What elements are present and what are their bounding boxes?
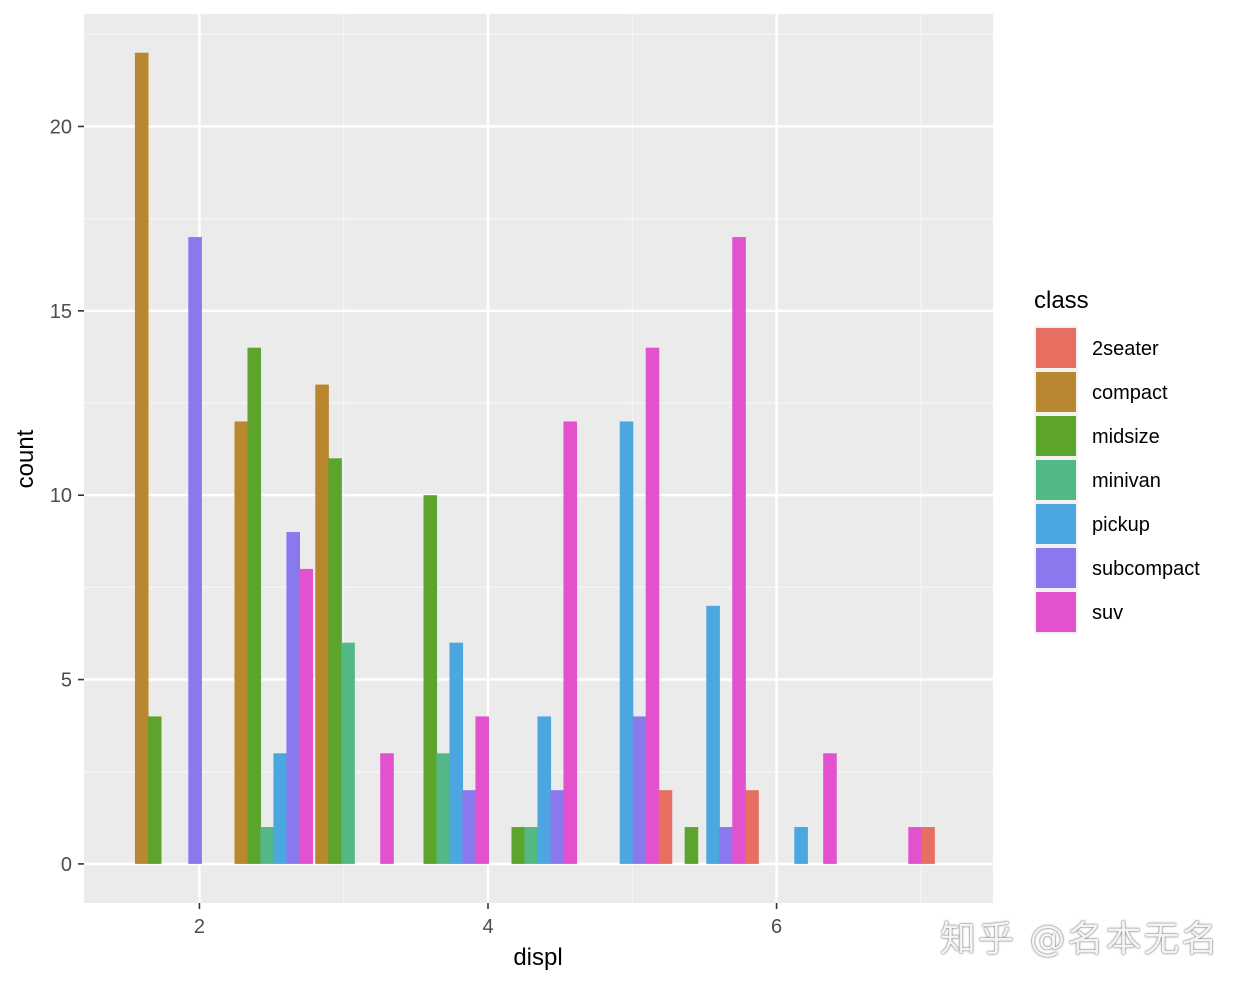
bar-suv [475, 716, 490, 864]
legend-key-subcompact [1036, 548, 1076, 588]
legend: class 2seater compact midsize minivan pickup… [1034, 287, 1200, 634]
legend-label-minivan: minivan [1092, 470, 1161, 492]
bar-compact [134, 52, 149, 864]
bar-suv [823, 753, 837, 864]
bar-pickup [706, 605, 720, 864]
bar-minivan [260, 827, 275, 864]
legend-items: 2seater compact midsize minivan pickup subcom… [1034, 326, 1200, 634]
legend-key-compact [1036, 372, 1076, 412]
bar-suv [299, 568, 313, 864]
legend-key-minivan [1036, 460, 1076, 500]
legend-key-midsize [1036, 416, 1076, 456]
bar-minivan [524, 827, 539, 864]
bar-2seater [658, 790, 673, 864]
bar-midsize [511, 827, 526, 864]
bar-suv [732, 237, 746, 864]
bar-suv [563, 421, 578, 864]
x-tick-label: 6 [771, 916, 782, 938]
bar-suv [645, 347, 660, 864]
y-axis: 0 5 10 15 20 [50, 116, 84, 876]
y-tick-label: 0 [61, 854, 72, 876]
bar-subcompact [550, 790, 565, 864]
bar-2seater [745, 790, 759, 864]
y-axis-title: count [12, 429, 39, 488]
x-axis: 2 4 6 [194, 903, 782, 938]
bar-subcompact [462, 790, 477, 864]
legend-label-2seater: 2seater [1092, 338, 1159, 360]
bar-midsize [328, 458, 342, 864]
bars [134, 52, 935, 864]
legend-label-midsize: midsize [1092, 426, 1160, 448]
y-tick-label: 5 [61, 670, 72, 692]
bar-pickup [537, 716, 552, 864]
bar-midsize [147, 716, 162, 864]
bar-minivan [436, 753, 451, 864]
bar-suv [380, 753, 394, 864]
bar-pickup [794, 827, 808, 864]
bar-subcompact [286, 532, 301, 864]
bar-subcompact [719, 827, 733, 864]
bar-pickup [619, 421, 634, 864]
watermark: 知乎 @名本无名 [940, 919, 1220, 960]
y-tick-label: 15 [50, 301, 72, 323]
legend-label-compact: compact [1092, 382, 1168, 404]
x-axis-title: displ [513, 944, 562, 971]
y-tick-label: 20 [50, 116, 72, 138]
bar-compact [234, 421, 249, 864]
bar-subcompact [188, 237, 202, 864]
x-tick-label: 2 [194, 916, 205, 938]
bar-subcompact [632, 716, 647, 864]
bar-suv [908, 827, 922, 864]
legend-label-suv: suv [1092, 602, 1123, 624]
bar-midsize [684, 827, 699, 864]
bar-minivan [341, 642, 355, 864]
legend-label-subcompact: subcompact [1092, 558, 1200, 580]
bar-midsize [247, 347, 262, 864]
y-tick-label: 10 [50, 485, 72, 507]
legend-key-2seater [1036, 328, 1076, 368]
legend-key-suv [1036, 592, 1076, 632]
legend-label-pickup: pickup [1092, 514, 1150, 536]
bar-midsize [423, 495, 438, 864]
x-tick-label: 4 [482, 916, 493, 938]
bar-2seater [921, 827, 935, 864]
bar-pickup [449, 642, 464, 864]
legend-key-pickup [1036, 504, 1076, 544]
bar-compact [315, 384, 329, 864]
legend-title: class [1034, 287, 1089, 314]
bar-pickup [273, 753, 288, 864]
